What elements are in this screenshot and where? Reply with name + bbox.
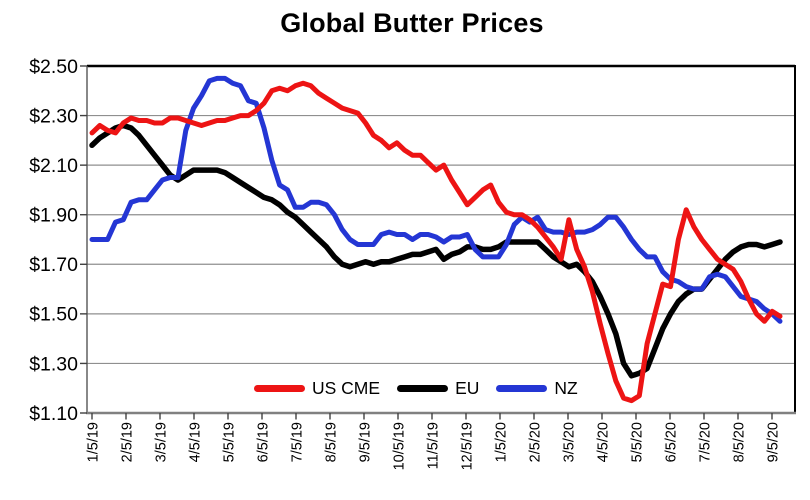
x-tick-label: 8/5/20 xyxy=(732,422,748,462)
x-tick-label: 6/5/20 xyxy=(664,422,680,462)
legend-label-us-cme: US CME xyxy=(312,378,381,398)
x-tick-label: 5/5/19 xyxy=(222,422,238,462)
x-tick-label: 3/5/20 xyxy=(562,422,578,462)
y-tick-label: $2.30 xyxy=(29,105,78,127)
x-tick-label: 9/5/19 xyxy=(358,422,374,462)
x-tick-label: 1/5/19 xyxy=(86,422,102,462)
x-tick-label: 12/5/19 xyxy=(460,422,476,470)
x-tick-label: 6/5/19 xyxy=(256,422,272,462)
x-tick-label: 10/5/19 xyxy=(392,422,408,470)
legend-label-nz: NZ xyxy=(554,378,578,398)
legend-item-nz: NZ xyxy=(496,378,578,399)
series-line-eu xyxy=(89,122,783,379)
x-tick-label: 8/5/19 xyxy=(324,422,340,462)
y-tick-label: $1.70 xyxy=(29,254,78,276)
series-line-nz xyxy=(89,75,783,324)
chart-title: Global Butter Prices xyxy=(280,8,544,38)
x-tick-label: 2/5/19 xyxy=(120,422,136,462)
x-tick-label: 5/5/20 xyxy=(630,422,646,462)
x-tick-label: 7/5/19 xyxy=(290,422,306,462)
x-tick-label: 1/5/20 xyxy=(494,422,510,462)
legend-item-eu: EU xyxy=(397,378,479,399)
legend: US CME EU NZ xyxy=(254,378,578,399)
x-tick-label: 3/5/19 xyxy=(154,422,170,462)
nz-line-swatch-icon xyxy=(496,385,548,392)
x-tick-label: 9/5/20 xyxy=(766,422,782,462)
legend-item-us-cme: US CME xyxy=(254,378,380,399)
x-tick-label: 7/5/20 xyxy=(698,422,714,462)
y-tick-label: $1.10 xyxy=(29,403,78,425)
x-tick-label: 4/5/20 xyxy=(596,422,612,462)
y-tick-label: $1.30 xyxy=(29,353,78,375)
y-tick-label: $2.50 xyxy=(29,56,78,78)
legend-label-eu: EU xyxy=(455,378,480,398)
x-tick-label: 2/5/20 xyxy=(528,422,544,462)
x-tick-label: 4/5/19 xyxy=(188,422,204,462)
y-tick-label: $2.10 xyxy=(29,155,78,177)
eu-line-swatch-icon xyxy=(397,385,449,392)
series-line-us-cme xyxy=(89,80,783,404)
y-tick-label: $1.90 xyxy=(29,205,78,227)
y-tick-label: $1.50 xyxy=(29,304,78,326)
x-tick-label: 11/5/19 xyxy=(426,422,442,469)
us-cme-line-swatch-icon xyxy=(254,385,305,392)
